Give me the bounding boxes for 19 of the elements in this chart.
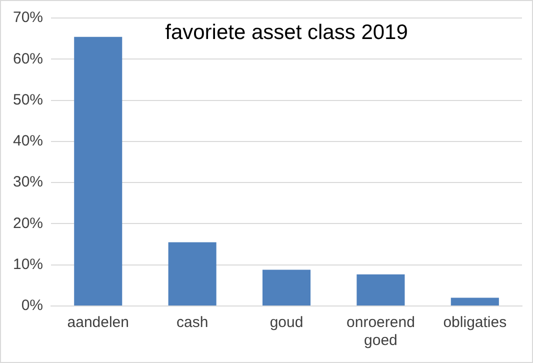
- y-tick-label: 10%: [12, 256, 44, 273]
- x-tick-label: onroerend goed: [346, 314, 415, 350]
- x-tick-label: obligaties: [443, 314, 507, 332]
- bar: [168, 242, 216, 306]
- y-tick-label: 50%: [12, 91, 44, 108]
- bar: [262, 270, 311, 306]
- x-tick-label: cash: [176, 314, 208, 332]
- y-tick-label: 70%: [12, 9, 44, 26]
- y-tick-label: 0%: [21, 297, 44, 314]
- y-tick-label: 30%: [12, 174, 44, 191]
- y-tick-label: 60%: [12, 50, 44, 68]
- bar: [450, 298, 499, 306]
- bar: [356, 274, 405, 306]
- x-tick-label: aandelen: [67, 314, 129, 332]
- x-tick-label: goud: [270, 314, 304, 332]
- y-tick-label: 40%: [12, 132, 44, 150]
- bar: [74, 36, 122, 306]
- y-tick-label: 20%: [12, 214, 44, 232]
- chart-title: favoriete asset class 2019: [165, 20, 408, 44]
